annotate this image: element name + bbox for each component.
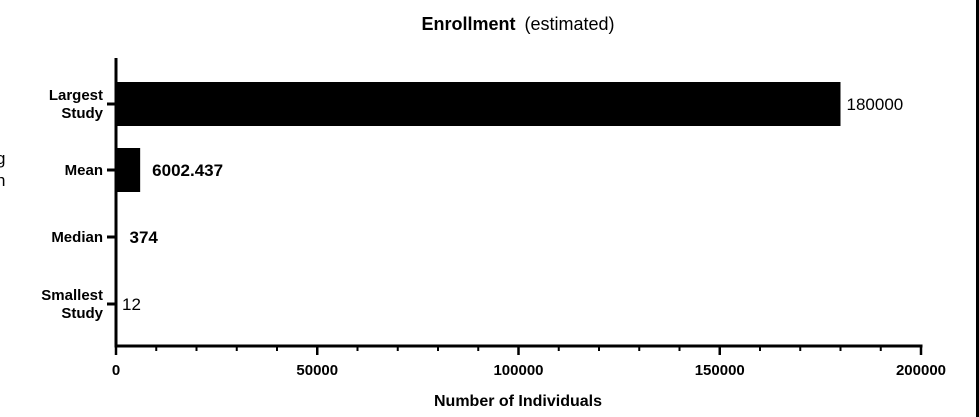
partial-left-text-line-2: n [0, 171, 5, 190]
bar-0 [116, 82, 841, 126]
x-tick-label-0: 0 [112, 362, 120, 379]
right-border [976, 0, 979, 417]
bar-1 [116, 148, 141, 192]
data-labels-layer: 180000 6002.437 374 12 [122, 95, 903, 314]
y-tick-label-0-0: Largest [49, 87, 103, 104]
data-label-3: 12 [122, 295, 141, 314]
data-label-1: 6002.437 [152, 161, 223, 180]
data-label-2: 374 [130, 228, 159, 247]
x-tick-label-2: 100000 [493, 362, 543, 379]
chart-title: Enrollment [421, 14, 515, 34]
y-tick-label-2-0: Median [51, 229, 103, 246]
partial-left-text-line-1: g [0, 149, 5, 168]
y-tick-label-3-1: Study [61, 305, 103, 322]
x-tick-label-3: 150000 [695, 362, 745, 379]
y-tick-label-3-0: Smallest [41, 287, 103, 304]
bars-layer [116, 82, 841, 326]
chart-title-group: Enrollment (estimated) [421, 14, 614, 34]
x-axis-label: Number of Individuals [434, 393, 602, 410]
chart-subtitle: (estimated) [525, 14, 615, 34]
x-tick-label-1: 50000 [296, 362, 338, 379]
y-tick-label-1-0: Mean [65, 162, 103, 179]
x-tick-label-4: 200000 [896, 362, 946, 379]
data-label-0: 180000 [847, 95, 904, 114]
y-tick-label-0-1: Study [61, 105, 103, 122]
